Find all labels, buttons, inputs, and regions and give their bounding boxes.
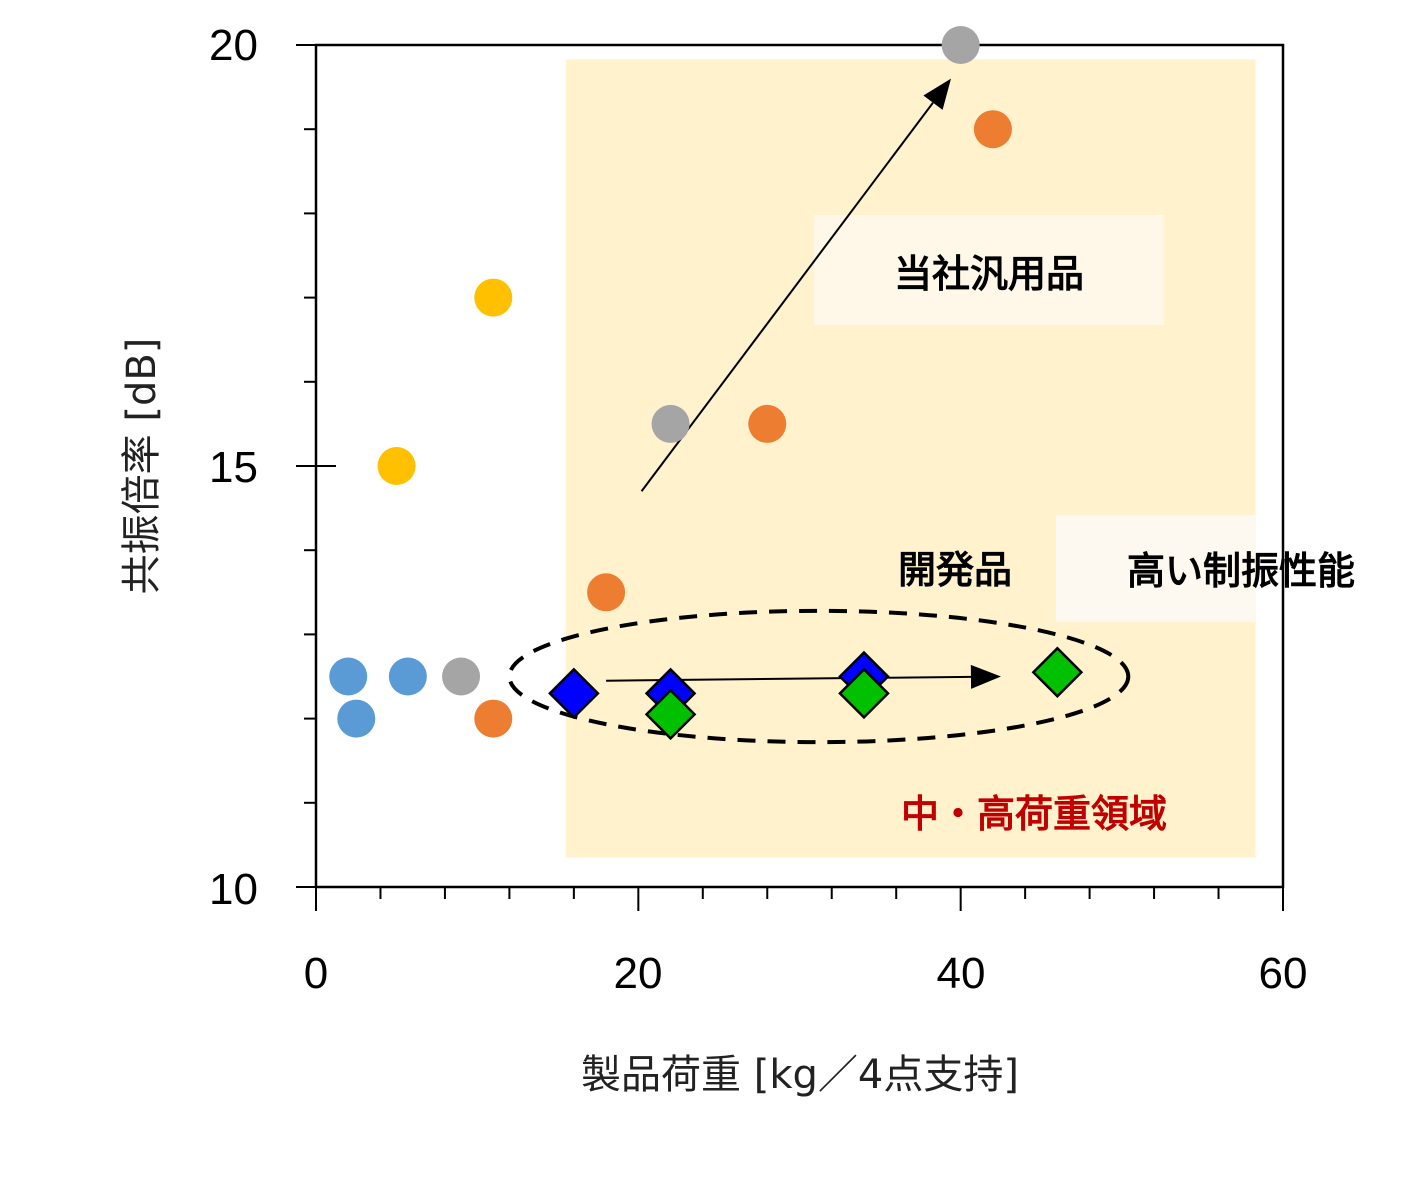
- data-point-diamond: [644, 688, 697, 741]
- y-tick-label-15: 15: [209, 443, 258, 492]
- data-point-circle: [941, 26, 980, 64]
- x-tick-label-60: 60: [1259, 949, 1308, 998]
- x-axis-title: 製品荷重 [kg／4点支持]: [581, 1052, 1019, 1098]
- data-point-circle: [329, 657, 368, 696]
- data-point-circle: [748, 404, 787, 443]
- data-point-circle: [474, 278, 513, 317]
- trend-arrow-general: [640, 102, 934, 492]
- y-tick-label-20: 20: [209, 21, 258, 70]
- data-point-circle: [442, 657, 481, 696]
- data-point-circle: [337, 699, 376, 738]
- data-point-circle: [474, 699, 513, 738]
- y-axis-ticks: [296, 44, 336, 888]
- x-tick-label-20: 20: [614, 949, 663, 998]
- annotation-box-high-damping: [1056, 515, 1256, 622]
- x-tick-label-40: 40: [937, 949, 986, 998]
- data-point-diamond: [838, 667, 890, 720]
- data-point-diamond: [1031, 646, 1084, 699]
- x-axis-ticks: [315, 887, 1284, 911]
- data-point-circle: [651, 404, 690, 443]
- data-point-circle: [973, 110, 1012, 149]
- data-point-diamond: [548, 667, 600, 720]
- data-point-circle: [388, 657, 427, 696]
- annotation-region: 中・高荷重領域: [901, 792, 1167, 836]
- annotation-general: 当社汎用品: [894, 252, 1084, 296]
- data-points: [329, 26, 1084, 741]
- annotation-high-damping: 高い制振性能: [1127, 549, 1355, 593]
- annotation-box-general: [814, 215, 1164, 325]
- x-tick-label-0: 0: [304, 949, 328, 998]
- trend-arrow-developed-head: [970, 664, 1001, 689]
- developed-product-ellipse: [507, 608, 1131, 745]
- data-point-circle: [587, 573, 626, 612]
- data-point-circle: [377, 447, 416, 485]
- y-tick-label-10: 10: [209, 865, 258, 914]
- y-axis-title: 共振倍率 [dB]: [119, 338, 165, 595]
- trend-arrow-general-head: [923, 78, 951, 110]
- annotation-developed: 開発品: [898, 548, 1012, 592]
